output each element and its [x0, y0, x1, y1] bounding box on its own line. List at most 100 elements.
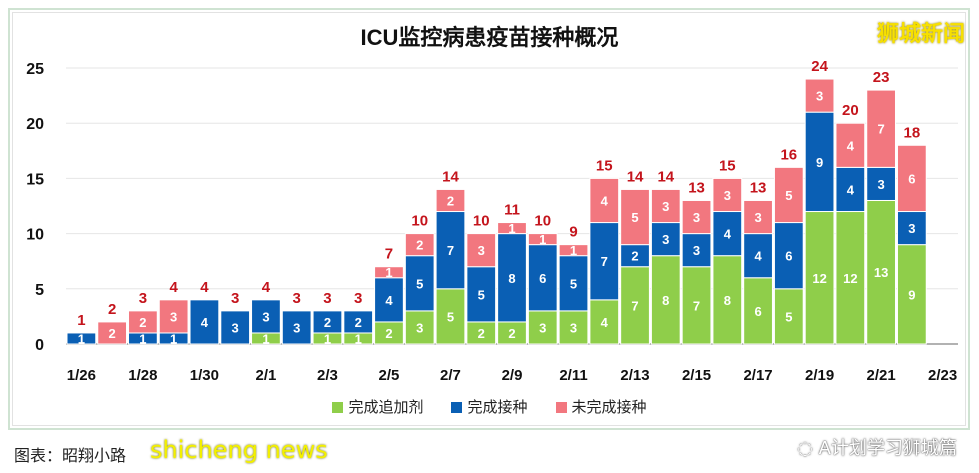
segment-label: 1	[539, 232, 546, 247]
bar-segment	[527, 244, 558, 312]
y-tick-label: 10	[26, 227, 44, 244]
segment-label: 6	[785, 249, 792, 264]
segment-label: 2	[447, 193, 454, 208]
segment-label: 1	[324, 331, 331, 346]
bar-segment	[466, 266, 497, 323]
total-label: 15	[596, 157, 613, 174]
segment-label: 7	[601, 254, 608, 269]
wechat-watermark-text: A计划学习狮城篇	[818, 438, 957, 459]
segment-label: 1	[355, 331, 362, 346]
segment-label: 2	[355, 315, 362, 330]
bar-segment	[435, 288, 466, 345]
bar-segment	[558, 244, 589, 257]
bar-segment	[620, 266, 650, 345]
segment-label: 5	[416, 276, 423, 291]
legend-label: 完成追加剂	[348, 398, 424, 416]
total-label: 9	[569, 224, 577, 241]
bar-segment	[404, 255, 435, 312]
bar-segment	[189, 299, 220, 345]
segment-label: 7	[631, 298, 638, 313]
segment-label: 3	[570, 320, 577, 335]
bar-segment	[681, 199, 712, 235]
segment-label: 13	[874, 265, 888, 280]
segment-label: 3	[908, 221, 915, 236]
bar-segment	[835, 122, 866, 168]
chart-title: ICU监控病患疫苗接种概况	[360, 25, 619, 50]
bar-segment	[251, 299, 281, 334]
segment-label: 4	[754, 249, 762, 264]
x-tick-label: 2/19	[805, 367, 834, 384]
bar-segment	[558, 310, 589, 345]
total-label: 3	[354, 290, 362, 307]
brand-watermark: 狮城新闻	[876, 22, 965, 47]
bar-segment	[896, 211, 927, 246]
total-label: 1	[77, 312, 85, 329]
bar-segment	[804, 211, 835, 345]
chart-frame-inner	[12, 12, 966, 426]
bar-segment	[527, 233, 558, 246]
wechat-icon: ◌	[797, 438, 819, 459]
segment-label: 3	[877, 177, 884, 192]
legend-item-unvaccinated: 未完成接种	[555, 396, 647, 417]
total-label: 10	[534, 213, 551, 230]
bar-segment	[527, 310, 558, 345]
segment-label: 3	[539, 320, 546, 335]
bar-segment	[343, 310, 374, 334]
segment-label: 4	[385, 293, 393, 308]
y-tick-label: 20	[26, 116, 44, 133]
segment-label: 6	[754, 304, 761, 319]
segment-label: 4	[601, 193, 609, 208]
bar-segment	[804, 78, 835, 113]
x-tick-label: 1/26	[67, 367, 96, 384]
segment-label: 9	[908, 287, 915, 302]
bar-segment	[650, 255, 681, 345]
segment-label: 3	[262, 309, 269, 324]
total-label: 14	[627, 168, 644, 185]
bar-segment	[435, 211, 466, 290]
segment-label: 4	[201, 315, 209, 330]
bar-segment	[650, 222, 681, 257]
bar-segment	[681, 266, 712, 345]
segment-label: 8	[724, 293, 731, 308]
total-label: 24	[811, 58, 828, 75]
segment-label: 12	[812, 271, 826, 286]
bar-segment	[158, 299, 189, 334]
bar-segment	[497, 222, 527, 235]
legend-item-booster: 完成追加剂	[332, 396, 423, 417]
total-label: 13	[688, 179, 705, 196]
segment-label: 3	[232, 320, 239, 335]
total-label: 3	[139, 290, 147, 307]
segment-label: 3	[816, 89, 823, 104]
bar-segment	[312, 310, 343, 334]
y-tick-label: 5	[35, 282, 44, 299]
segment-label: 5	[447, 309, 454, 324]
segment-label: 6	[908, 171, 915, 186]
segment-label: 3	[416, 320, 423, 335]
total-label: 3	[231, 290, 239, 307]
segment-label: 3	[478, 243, 485, 258]
x-tick-label: 2/1	[256, 367, 277, 384]
x-tick-label: 2/21	[867, 367, 896, 384]
segment-label: 3	[724, 188, 731, 203]
bar-segment	[404, 310, 435, 345]
total-label: 2	[108, 301, 116, 318]
y-tick-label: 15	[26, 171, 44, 188]
bar-segment	[97, 321, 128, 345]
segment-label: 5	[570, 276, 577, 291]
bar-segment	[374, 277, 404, 323]
bar-segment	[866, 199, 896, 345]
bar-segment	[128, 310, 158, 334]
segment-label: 7	[693, 298, 700, 313]
segment-label: 9	[816, 155, 823, 170]
bar-segment	[866, 166, 896, 201]
bar-segment	[681, 233, 712, 268]
segment-label: 12	[843, 271, 857, 286]
total-label: 14	[657, 168, 674, 185]
bar-segment	[743, 199, 773, 235]
segment-label: 2	[139, 315, 146, 330]
bar-segment	[743, 277, 773, 345]
legend-label: 未完成接种	[571, 398, 647, 416]
bar-segment	[589, 177, 620, 224]
total-label: 23	[873, 69, 890, 86]
